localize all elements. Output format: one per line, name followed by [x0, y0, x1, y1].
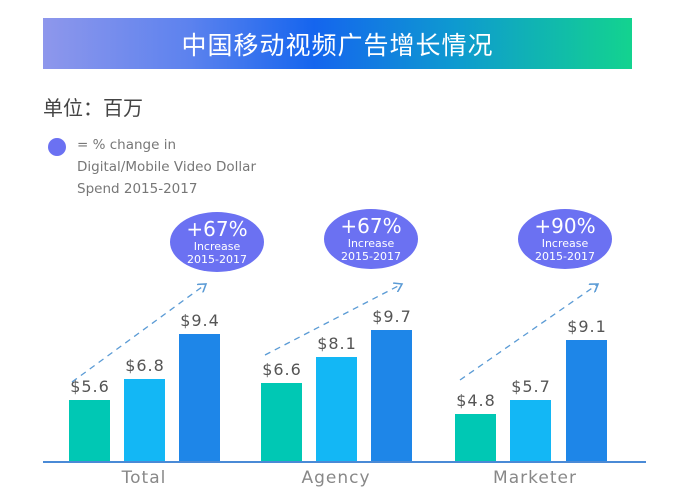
- bubble-yrs: 2015-2017: [187, 253, 247, 266]
- bubble-pct: +90%: [534, 214, 596, 238]
- growth-bubble-marketer: +90% Increase 2015-2017: [518, 209, 612, 269]
- bar-total-2015: [69, 400, 110, 462]
- bubble-inc: Increase: [347, 237, 395, 250]
- bubble-inc: Increase: [193, 240, 241, 253]
- bar-marketer-2017: [566, 340, 607, 462]
- category-label-total: Total: [121, 468, 167, 488]
- bar-value-label: $6.6: [262, 360, 302, 379]
- title-banner: 中国移动视频广告增长情况: [43, 18, 632, 69]
- bar-value-label: $9.1: [567, 317, 607, 336]
- category-label-marketer: Marketer: [493, 468, 577, 488]
- bar-value-label: $5.6: [70, 377, 110, 396]
- bar-value-label: $4.8: [456, 391, 496, 410]
- bar-total-2016: [124, 379, 165, 462]
- bubble-pct: +67%: [186, 217, 248, 241]
- bar-value-label: $8.1: [317, 334, 357, 353]
- chart-title: 中国移动视频广告增长情况: [181, 30, 494, 60]
- bar-agency-2015: [261, 383, 302, 462]
- trend-arrow-icon: [264, 284, 402, 356]
- bar-value-label: $5.7: [511, 377, 551, 396]
- x-axis-line: [43, 461, 646, 463]
- trend-arrow-icon: [71, 284, 206, 383]
- bar-marketer-2016: [510, 400, 551, 462]
- growth-bubble-total: +67% Increase 2015-2017: [170, 212, 264, 272]
- growth-bubble-agency: +67% Increase 2015-2017: [324, 209, 418, 269]
- unit-label: 单位：百万: [43, 96, 143, 120]
- bubble-yrs: 2015-2017: [535, 250, 595, 263]
- bar-value-label: $9.4: [180, 311, 220, 330]
- bar-marketer-2015: [455, 414, 496, 462]
- bar-total-2017: [179, 334, 220, 462]
- legend-text: = % change in Digital/Mobile Video Dolla…: [77, 137, 257, 197]
- bubble-yrs: 2015-2017: [341, 250, 401, 263]
- bar-agency-2017: [371, 330, 412, 462]
- category-label-agency: Agency: [301, 468, 371, 488]
- bubble-pct: +67%: [340, 214, 402, 238]
- bar-value-label: $9.7: [372, 307, 412, 326]
- bar-value-label: $6.8: [125, 356, 165, 375]
- legend-circle-icon: [48, 138, 66, 156]
- bubble-inc: Increase: [541, 237, 589, 250]
- bar-agency-2016: [316, 357, 357, 462]
